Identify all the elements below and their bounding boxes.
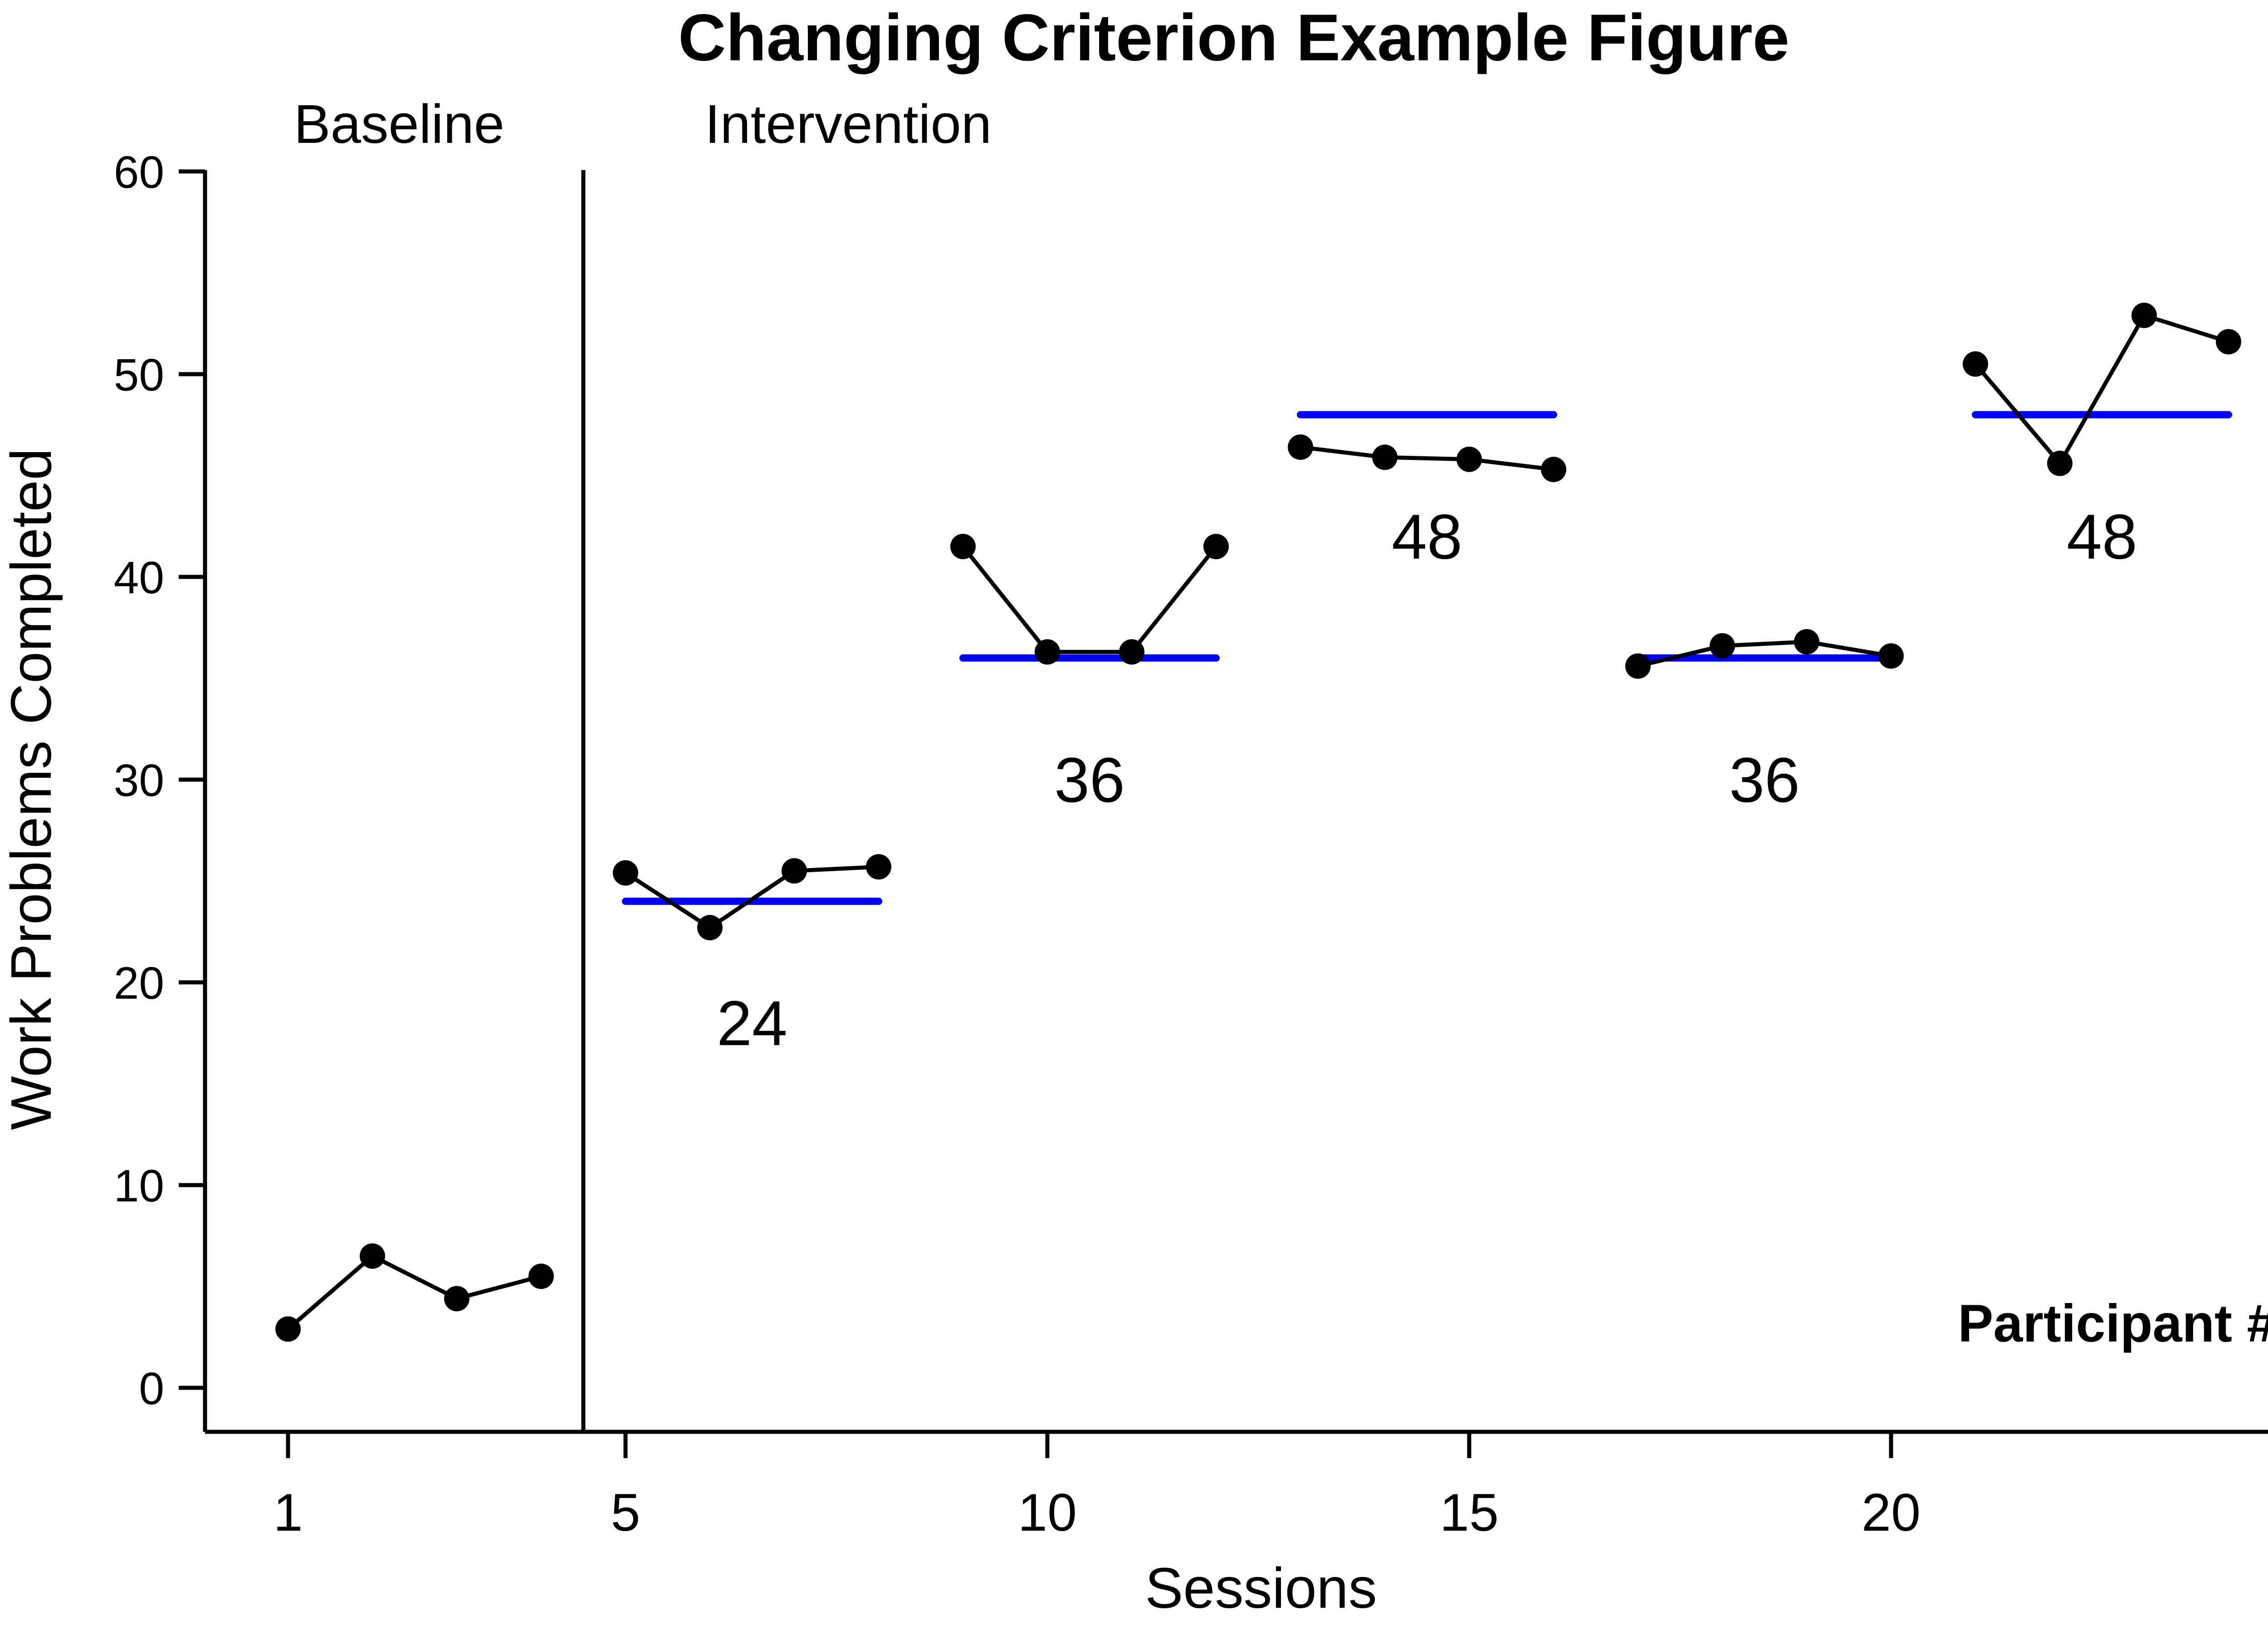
y-tick-label: 20	[114, 958, 164, 1009]
data-point	[1541, 457, 1566, 483]
data-point	[1035, 639, 1060, 665]
phase-series	[1963, 303, 2241, 476]
intervention-region-label: Intervention	[705, 93, 992, 155]
data-point	[1794, 629, 1819, 655]
y-tick-label: 40	[114, 552, 164, 603]
data-point	[1710, 633, 1735, 659]
phase-series	[950, 533, 1229, 665]
baseline-region-label: Baseline	[294, 93, 504, 155]
phase-series-line	[623, 864, 881, 930]
chart-title: Changing Criterion Example Figure	[678, 0, 1789, 74]
axes: 01020304050601510152025	[114, 147, 2268, 1542]
participant-label: Participant #1	[1958, 1293, 2268, 1353]
data-point	[444, 1286, 469, 1312]
criterion-lines-layer: 24 36 48 36 48	[622, 411, 2232, 1059]
data-series-layer	[275, 303, 2241, 1342]
x-axis-title: Sessions	[1145, 1556, 1377, 1620]
data-point	[1372, 444, 1398, 470]
data-point	[360, 1243, 385, 1269]
data-point	[2131, 303, 2157, 328]
x-tick-label: 15	[1440, 1483, 1499, 1542]
data-point	[1288, 434, 1313, 460]
data-point	[782, 858, 807, 884]
data-point	[697, 915, 723, 941]
data-point	[1203, 533, 1229, 559]
data-point	[1878, 643, 1904, 669]
data-point	[275, 1316, 301, 1342]
data-point	[1625, 653, 1651, 679]
x-tick-label: 5	[611, 1483, 640, 1542]
y-axis-title: Work Problems Completed	[0, 448, 63, 1130]
data-point	[866, 854, 891, 880]
y-tick-label: 0	[139, 1363, 164, 1414]
phase-series-line	[961, 544, 1218, 654]
y-tick-label: 50	[114, 350, 164, 400]
y-tick-label: 10	[114, 1161, 164, 1211]
phase-series	[1288, 434, 1566, 483]
phase-series-line	[286, 1254, 543, 1331]
data-point	[950, 533, 976, 559]
y-tick-label: 60	[114, 147, 164, 198]
data-point	[2216, 329, 2241, 355]
phase-series-line	[1636, 639, 1893, 669]
data-point	[1963, 351, 1988, 377]
criterion-value-label: 24	[717, 987, 787, 1059]
x-tick-label: 10	[1018, 1483, 1077, 1542]
phase-series	[1625, 629, 1904, 679]
criterion-value-label: 36	[1729, 744, 1800, 815]
data-point	[528, 1264, 554, 1289]
criterion-value-label: 48	[1392, 501, 1462, 572]
criterion-value-label: 48	[2067, 501, 2137, 572]
phase-series	[275, 1243, 554, 1342]
data-point	[1119, 639, 1144, 665]
phase-series-line	[1973, 313, 2231, 466]
criterion-value-label: 36	[1054, 744, 1125, 815]
phase-series	[613, 854, 891, 941]
x-tick-label: 20	[1862, 1483, 1921, 1542]
phase-series-line	[1298, 445, 1556, 472]
data-point	[2047, 450, 2072, 476]
y-tick-label: 30	[114, 755, 164, 806]
data-point	[613, 860, 638, 886]
data-point	[1457, 446, 1482, 472]
x-tick-label: 1	[273, 1483, 303, 1542]
